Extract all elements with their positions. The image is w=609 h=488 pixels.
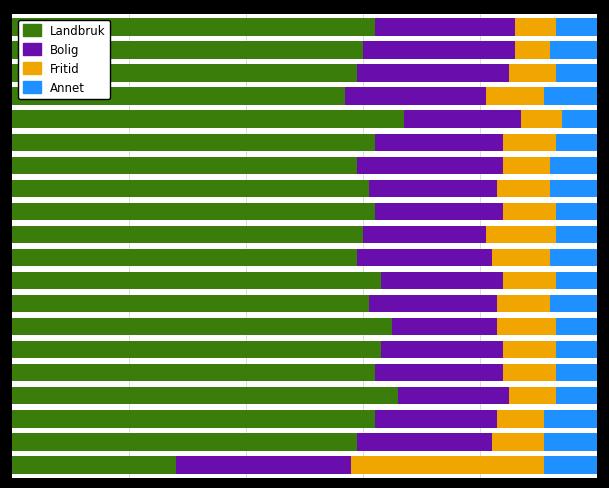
- Bar: [12, 203, 375, 221]
- Bar: [556, 342, 597, 359]
- Bar: [176, 456, 351, 474]
- Bar: [503, 203, 556, 221]
- Bar: [375, 203, 503, 221]
- Bar: [404, 111, 521, 128]
- Bar: [12, 295, 369, 313]
- Bar: [515, 19, 556, 37]
- Bar: [375, 410, 498, 427]
- Bar: [486, 226, 556, 244]
- Bar: [392, 318, 498, 336]
- Bar: [544, 88, 597, 105]
- Bar: [12, 180, 369, 198]
- Bar: [503, 134, 556, 151]
- Bar: [345, 88, 486, 105]
- Bar: [503, 342, 556, 359]
- Bar: [486, 88, 544, 105]
- Bar: [556, 65, 597, 82]
- Bar: [550, 42, 597, 60]
- Bar: [550, 157, 597, 175]
- Bar: [556, 272, 597, 289]
- Bar: [556, 318, 597, 336]
- Bar: [12, 387, 398, 405]
- Bar: [503, 157, 550, 175]
- Bar: [12, 318, 392, 336]
- Bar: [521, 111, 561, 128]
- Bar: [363, 226, 486, 244]
- Bar: [550, 295, 597, 313]
- Bar: [491, 249, 550, 266]
- Bar: [509, 65, 556, 82]
- Bar: [498, 410, 544, 427]
- Bar: [375, 134, 503, 151]
- Bar: [544, 410, 597, 427]
- Bar: [556, 203, 597, 221]
- Bar: [381, 272, 503, 289]
- Bar: [503, 272, 556, 289]
- Bar: [12, 342, 381, 359]
- Legend: Landbruk, Bolig, Fritid, Annet: Landbruk, Bolig, Fritid, Annet: [18, 20, 110, 100]
- Bar: [12, 249, 357, 266]
- Bar: [357, 249, 491, 266]
- Bar: [12, 272, 381, 289]
- Bar: [12, 433, 357, 451]
- Bar: [375, 365, 503, 382]
- Bar: [498, 295, 550, 313]
- Bar: [12, 134, 375, 151]
- Bar: [556, 19, 597, 37]
- Bar: [12, 88, 345, 105]
- Bar: [491, 433, 544, 451]
- Bar: [503, 365, 556, 382]
- Bar: [12, 65, 357, 82]
- Bar: [509, 387, 556, 405]
- Bar: [12, 456, 176, 474]
- Bar: [12, 410, 375, 427]
- Bar: [12, 226, 363, 244]
- Bar: [498, 180, 550, 198]
- Bar: [375, 19, 515, 37]
- Bar: [12, 365, 375, 382]
- Bar: [357, 157, 503, 175]
- Bar: [12, 157, 357, 175]
- Bar: [381, 342, 503, 359]
- Bar: [398, 387, 509, 405]
- Bar: [544, 433, 597, 451]
- Bar: [357, 65, 509, 82]
- Bar: [515, 42, 550, 60]
- Bar: [561, 111, 597, 128]
- Bar: [363, 42, 515, 60]
- Bar: [351, 456, 544, 474]
- Bar: [544, 456, 597, 474]
- Bar: [556, 226, 597, 244]
- Bar: [556, 365, 597, 382]
- Bar: [369, 180, 498, 198]
- Bar: [12, 111, 404, 128]
- Bar: [12, 19, 375, 37]
- Bar: [357, 433, 491, 451]
- Bar: [550, 249, 597, 266]
- Bar: [556, 134, 597, 151]
- Bar: [556, 387, 597, 405]
- Bar: [550, 180, 597, 198]
- Bar: [12, 42, 363, 60]
- Bar: [498, 318, 556, 336]
- Bar: [369, 295, 498, 313]
